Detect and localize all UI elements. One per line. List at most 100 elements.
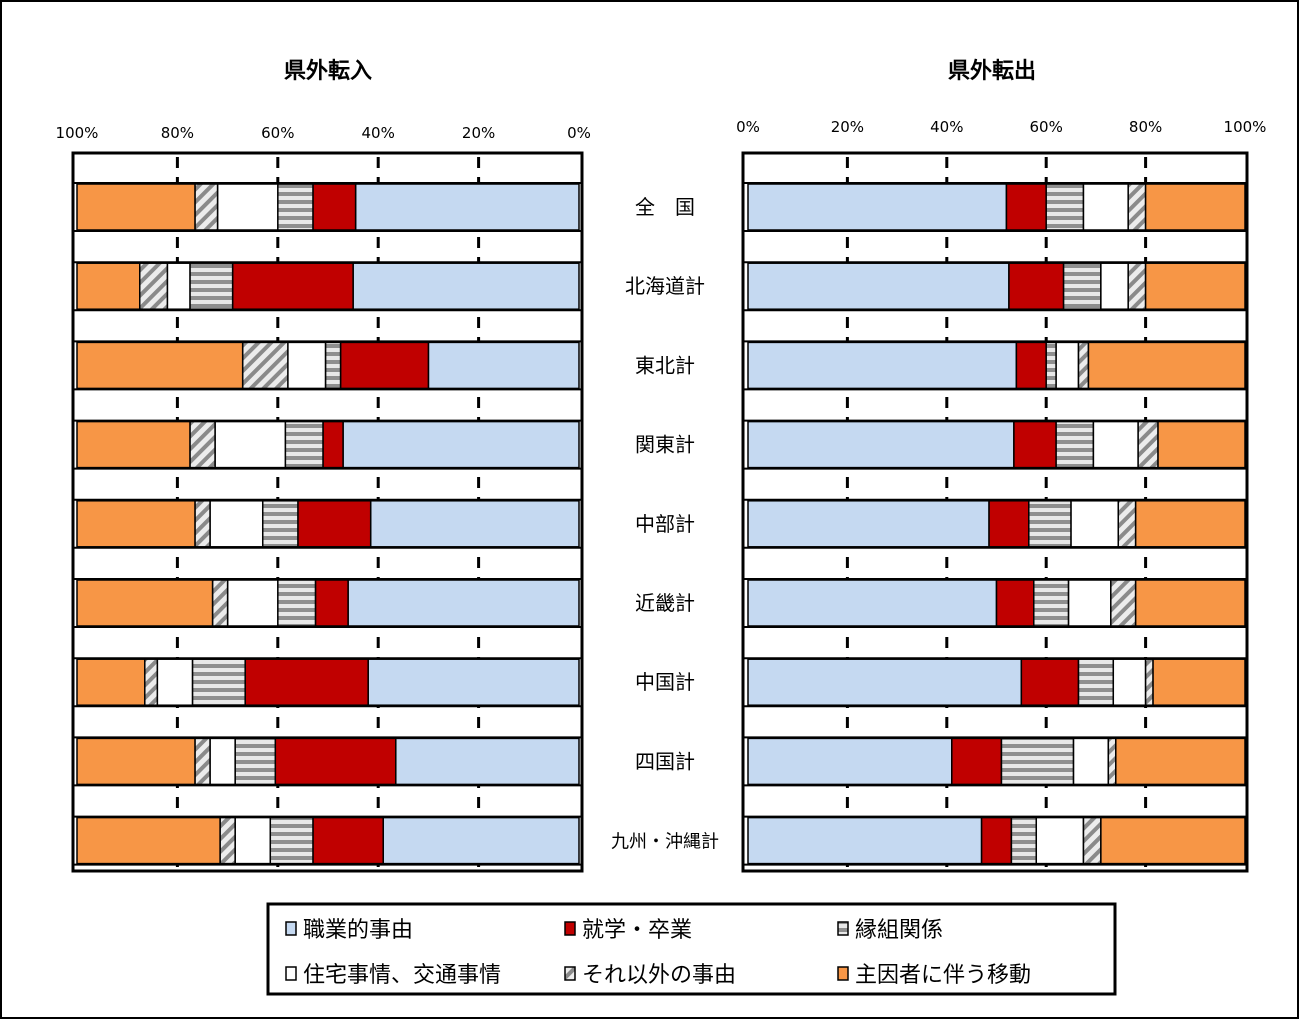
right-bar-housing	[1082, 183, 1129, 231]
left-bar-marriage	[277, 183, 314, 231]
right-bar-accompany	[1100, 816, 1246, 865]
right-bar-school	[1020, 658, 1080, 706]
right-tick-label: 20%	[831, 118, 864, 136]
left-bar-marriage	[234, 737, 277, 786]
left-bar-school	[314, 579, 349, 627]
left-bar-accompany	[76, 816, 221, 865]
right-bar-housing	[1035, 816, 1085, 865]
right-bar-other	[1127, 183, 1147, 231]
right-bar-housing	[1067, 579, 1112, 627]
right-tick-label: 60%	[1030, 118, 1063, 136]
right-bar-other	[1107, 737, 1117, 786]
left-tick-label: 40%	[362, 124, 395, 142]
left-tick-label: 100%	[56, 124, 99, 142]
left-bar-marriage	[191, 658, 246, 706]
left-chart-plot: 100% 80% 60% 40% 20% 0%	[56, 124, 591, 873]
category-label: 中部計	[635, 512, 695, 536]
right-bar-marriage	[1045, 341, 1057, 390]
right-bar-housing	[1055, 341, 1080, 390]
left-bar-marriage	[261, 500, 299, 548]
left-bar-accompany	[76, 579, 214, 627]
left-bar-school	[297, 500, 372, 548]
right-bar-accompany	[1144, 183, 1246, 231]
legend-label-other: それ以外の事由	[582, 963, 736, 988]
right-chart-plot: 0% 20% 40% 60% 80% 100%	[736, 118, 1266, 873]
right-bar-job	[747, 658, 1023, 706]
right-tick-label: 0%	[736, 118, 760, 136]
left-bar-job	[369, 500, 580, 548]
right-bar-job	[747, 579, 998, 627]
left-bar-job	[382, 816, 580, 865]
right-bar-housing	[1072, 737, 1110, 786]
left-bar-housing	[226, 579, 279, 627]
left-bar-other	[211, 579, 229, 627]
legend-swatch-job	[285, 921, 297, 936]
category-label: 東北計	[635, 353, 695, 377]
left-bar-housing	[156, 658, 194, 706]
left-bar-school	[244, 658, 369, 706]
left-bar-marriage	[324, 341, 342, 390]
right-bar-job	[747, 183, 1008, 231]
right-bar-other	[1127, 262, 1147, 310]
left-tick-label: 60%	[261, 124, 294, 142]
left-bar-school	[312, 816, 384, 865]
left-bar-housing	[216, 183, 279, 231]
right-bar-accompany	[1157, 420, 1246, 469]
left-bar-housing	[209, 500, 264, 548]
right-bar-accompany	[1144, 262, 1246, 310]
right-bar-accompany	[1115, 737, 1246, 786]
right-bar-other	[1082, 816, 1102, 865]
left-bar-other	[144, 658, 159, 706]
left-bar-other	[194, 500, 211, 548]
left-tick-label: 80%	[161, 124, 194, 142]
right-bar-other	[1117, 500, 1137, 548]
legend-swatch-school	[564, 921, 576, 936]
right-bar-marriage	[1062, 262, 1102, 310]
left-bar-accompany	[76, 737, 196, 786]
legend-label-housing: 住宅事情、交通事情	[303, 963, 501, 988]
left-bar-accompany	[76, 500, 196, 548]
left-bar-marriage	[269, 816, 314, 865]
right-bar-job	[747, 737, 953, 786]
right-bar-marriage	[1010, 816, 1038, 865]
right-bar-job	[747, 262, 1010, 310]
left-bar-other	[189, 420, 216, 469]
right-bar-school	[1008, 262, 1065, 310]
left-bar-other	[241, 341, 289, 390]
left-bar-school	[322, 420, 344, 469]
left-bar-housing	[209, 737, 236, 786]
left-bar-job	[427, 341, 580, 390]
right-bar-school	[1013, 420, 1057, 469]
left-bar-accompany	[76, 420, 191, 469]
left-bar-marriage	[277, 579, 317, 627]
left-bar-accompany	[76, 658, 146, 706]
right-bar-marriage	[1077, 658, 1115, 706]
legend-label-marriage: 縁組関係	[855, 918, 943, 943]
left-bar-marriage	[189, 262, 234, 310]
left-bar-job	[367, 658, 580, 706]
right-bar-job	[747, 500, 990, 548]
right-bar-job	[747, 420, 1015, 469]
right-bar-housing	[1100, 262, 1129, 310]
left-bar-school	[339, 341, 430, 390]
right-chart-title: 県外転出	[948, 58, 1036, 84]
legend-box	[266, 902, 1117, 996]
right-bar-marriage	[1045, 183, 1085, 231]
right-bar-accompany	[1134, 579, 1246, 627]
right-bar-accompany	[1152, 658, 1246, 706]
left-tick-label: 20%	[462, 124, 495, 142]
left-bar-other	[139, 262, 169, 310]
left-bar-marriage	[284, 420, 324, 469]
left-bar-job	[352, 262, 580, 310]
right-bar-school	[995, 579, 1035, 627]
right-bar-housing	[1092, 420, 1139, 469]
left-bar-accompany	[76, 183, 196, 231]
right-bar-accompany	[1087, 341, 1246, 390]
right-bar-marriage	[1033, 579, 1070, 627]
category-label: 北海道計	[625, 274, 705, 298]
legend-swatch-marriage	[837, 921, 849, 936]
left-bar-school	[312, 183, 357, 231]
